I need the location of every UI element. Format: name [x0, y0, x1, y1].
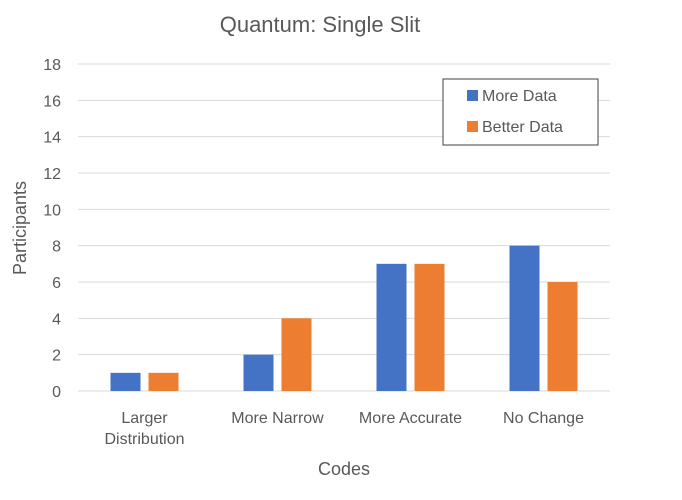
legend-swatch-more-data [467, 90, 478, 101]
y-axis-ticks: 0 2 4 6 8 10 12 14 16 18 [43, 57, 61, 401]
bar-better-data-1 [281, 318, 312, 391]
y-tick-label: 14 [43, 130, 61, 147]
gridlines [78, 63, 610, 392]
bars [110, 245, 578, 391]
x-category-label: More Narrow [231, 410, 324, 427]
legend-label-better-data: Better Data [482, 119, 563, 136]
y-tick-label: 12 [43, 166, 61, 183]
bar-more-data-2 [376, 263, 407, 391]
legend-label-more-data: More Data [482, 88, 557, 105]
chart-title: Quantum: Single Slit [220, 12, 421, 37]
x-category-label: More Accurate [359, 410, 462, 427]
x-axis-title: Codes [318, 459, 370, 479]
bar-more-data-1 [243, 354, 274, 391]
x-axis-labels: Larger Distribution More Narrow More Accura… [104, 410, 584, 448]
y-tick-label: 16 [43, 93, 61, 110]
y-tick-label: 10 [43, 202, 61, 219]
y-tick-label: 6 [52, 275, 61, 292]
y-tick-label: 2 [52, 348, 61, 365]
bar-better-data-2 [414, 263, 445, 391]
x-category-label: No Change [503, 410, 584, 427]
bar-better-data-3 [547, 282, 578, 391]
y-tick-label: 8 [52, 239, 61, 256]
y-tick-label: 0 [52, 384, 61, 401]
bar-more-data-3 [509, 245, 540, 391]
x-category-label: Larger Distribution [104, 410, 184, 448]
legend: More Data Better Data [442, 78, 599, 146]
legend-swatch-better-data [467, 121, 478, 132]
y-tick-label: 18 [43, 57, 61, 74]
bar-more-data-0 [110, 372, 141, 391]
y-axis-title: Participants [10, 181, 30, 275]
y-tick-label: 4 [52, 311, 61, 328]
bar-better-data-0 [148, 372, 179, 391]
